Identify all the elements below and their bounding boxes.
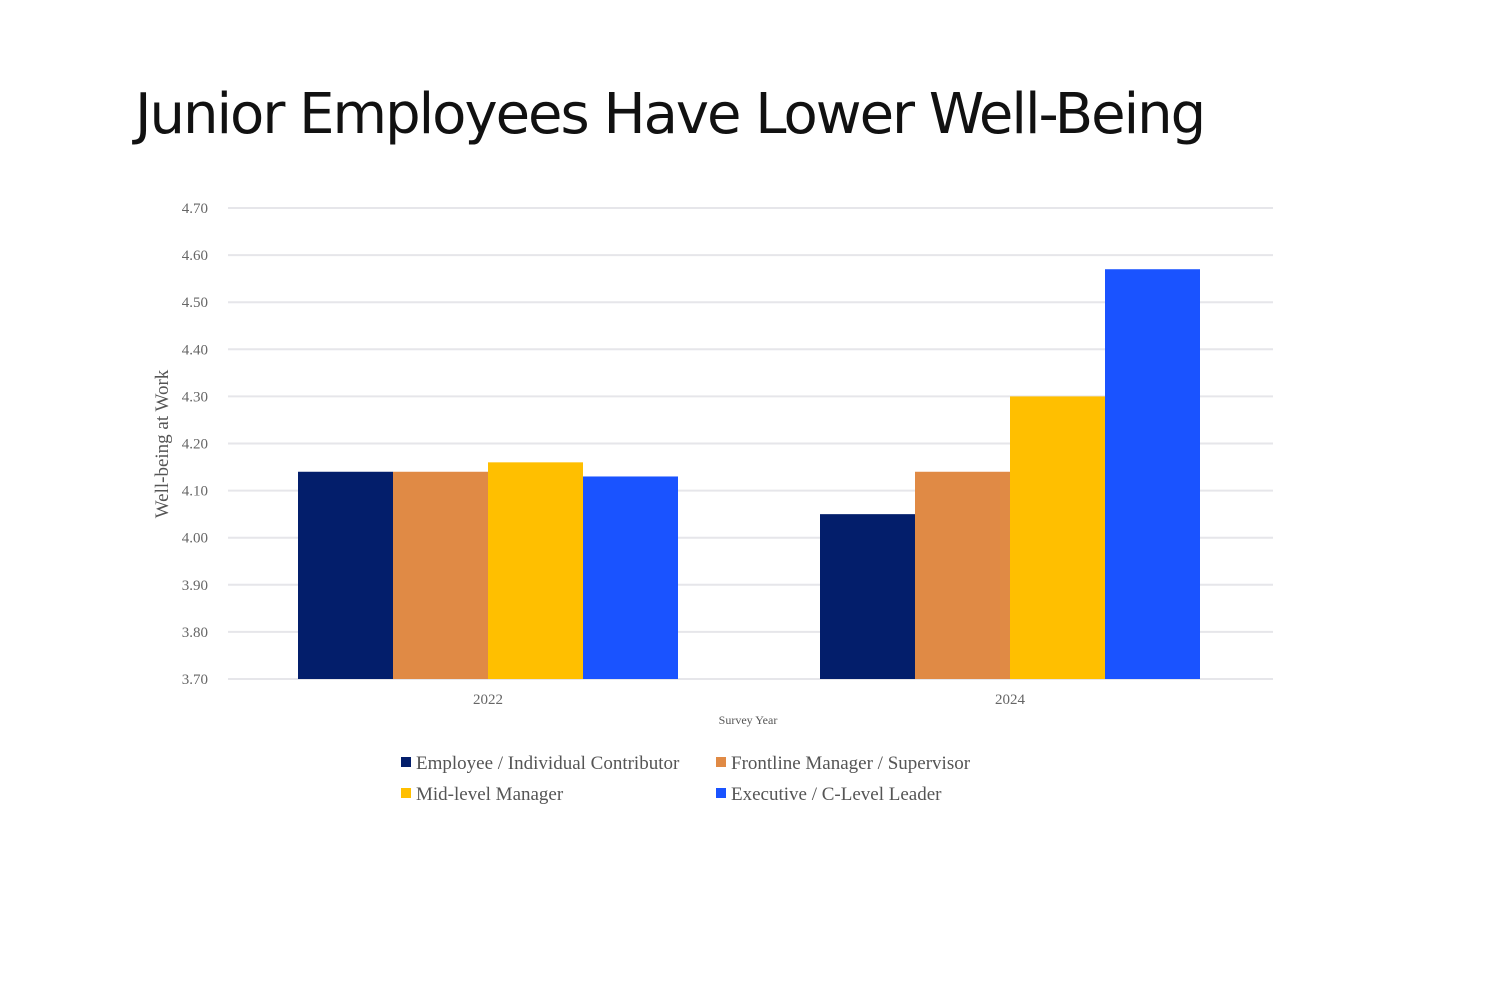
legend-item: Employee / Individual Contributor <box>401 753 680 774</box>
y-tick-label: 4.60 <box>182 248 208 264</box>
y-axis-label: Well-being at Work <box>152 369 173 518</box>
bar <box>583 476 678 679</box>
legend-item: Executive / C-Level Leader <box>716 784 942 805</box>
legend-item: Frontline Manager / Supervisor <box>716 753 971 774</box>
bar <box>488 462 583 679</box>
y-tick-label: 4.40 <box>182 342 208 358</box>
y-tick-label: 4.30 <box>182 389 208 405</box>
bars <box>298 269 1200 679</box>
legend-swatch <box>401 788 411 798</box>
x-tick-label: 2022 <box>473 692 503 708</box>
bar <box>298 471 393 679</box>
bar <box>1010 396 1105 679</box>
legend-label: Frontline Manager / Supervisor <box>731 753 971 774</box>
legend-swatch <box>716 788 726 798</box>
y-tick-label: 4.00 <box>182 531 208 547</box>
legend-label: Executive / C-Level Leader <box>731 784 942 805</box>
legend-label: Employee / Individual Contributor <box>416 753 680 774</box>
y-tick-label: 4.70 <box>182 201 208 217</box>
chart-title: Junior Employees Have Lower Well-Being <box>135 82 1206 147</box>
y-tick-label: 4.50 <box>182 295 208 311</box>
y-tick-label: 3.80 <box>182 625 208 641</box>
x-axis-label: Survey Year <box>719 713 778 727</box>
x-tick-labels: 2022 2024 <box>473 692 1026 708</box>
bar <box>915 471 1010 679</box>
legend-swatch <box>716 757 726 767</box>
x-tick-label: 2024 <box>995 692 1026 708</box>
y-tick-label: 4.20 <box>182 437 208 453</box>
legend: Employee / Individual Contributor Frontli… <box>401 753 971 805</box>
legend-label: Mid-level Manager <box>416 784 564 805</box>
bar <box>1105 269 1200 679</box>
bar <box>820 514 915 679</box>
legend-swatch <box>401 757 411 767</box>
y-tick-label: 3.70 <box>182 672 208 688</box>
legend-item: Mid-level Manager <box>401 784 564 805</box>
y-tick-label: 3.90 <box>182 578 208 594</box>
bar <box>393 471 488 679</box>
y-tick-label: 4.10 <box>182 484 208 500</box>
